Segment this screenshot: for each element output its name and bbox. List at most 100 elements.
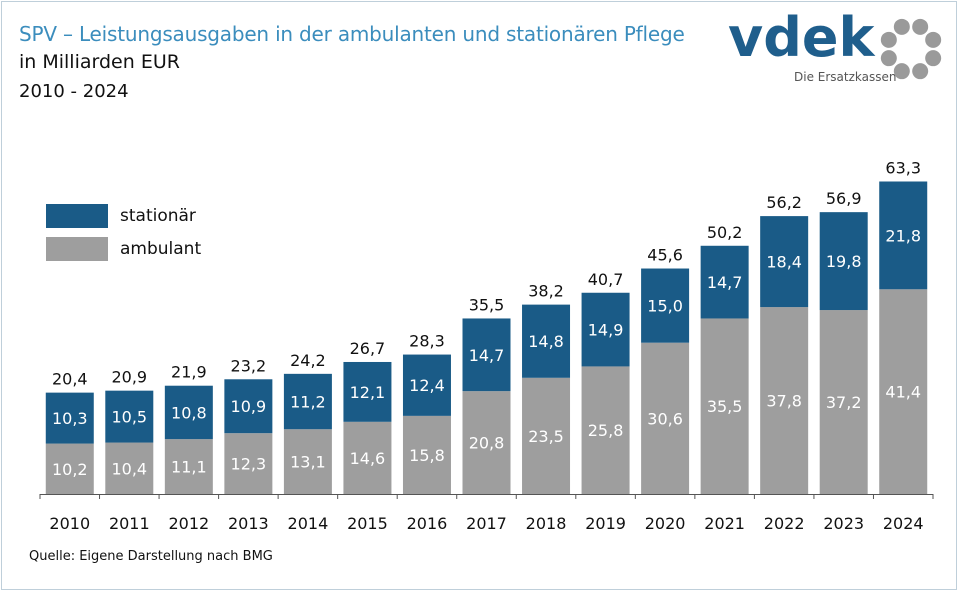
data-label-stationaer: 21,8 bbox=[885, 226, 921, 245]
bar-stationaer bbox=[819, 212, 868, 311]
data-label-ambulant: 10,2 bbox=[52, 460, 88, 479]
data-label-total: 56,2 bbox=[766, 193, 802, 212]
x-tick-label: 2020 bbox=[645, 514, 686, 533]
data-label-stationaer: 10,9 bbox=[231, 397, 267, 416]
bar-ambulant bbox=[343, 421, 392, 494]
legend-swatch-ambulant bbox=[46, 237, 108, 261]
data-label-total: 28,3 bbox=[409, 332, 445, 351]
bar-ambulant bbox=[819, 310, 868, 494]
x-tick-label: 2014 bbox=[288, 514, 329, 533]
data-label-total: 50,2 bbox=[707, 223, 743, 242]
x-tick-label: 2019 bbox=[585, 514, 626, 533]
x-tick-label: 2012 bbox=[168, 514, 209, 533]
bar-stationaer bbox=[105, 390, 154, 443]
bar-ambulant bbox=[581, 366, 630, 494]
bar-ambulant bbox=[164, 439, 213, 494]
bar-ambulant bbox=[522, 377, 571, 494]
data-label-ambulant: 37,8 bbox=[766, 392, 802, 411]
data-label-ambulant: 14,6 bbox=[350, 449, 386, 468]
data-label-ambulant: 23,5 bbox=[528, 427, 564, 446]
data-label-stationaer: 12,1 bbox=[350, 383, 386, 402]
source-note: Quelle: Eigene Darstellung nach BMG bbox=[29, 549, 273, 564]
x-tick-label: 2013 bbox=[228, 514, 269, 533]
data-label-total: 23,2 bbox=[231, 356, 267, 375]
data-label-total: 45,6 bbox=[647, 246, 683, 265]
data-label-stationaer: 10,5 bbox=[111, 408, 147, 427]
data-label-total: 20,4 bbox=[52, 370, 88, 389]
data-label-ambulant: 37,2 bbox=[826, 393, 862, 412]
data-label-stationaer: 10,8 bbox=[171, 403, 207, 422]
logo-ring-dot bbox=[880, 31, 897, 48]
bar-stationaer bbox=[641, 268, 690, 343]
bar-stationaer bbox=[700, 245, 749, 319]
bar-ambulant bbox=[283, 429, 332, 494]
data-label-ambulant: 11,1 bbox=[171, 458, 207, 477]
chart-title: SPV – Leistungsausgaben in der ambulante… bbox=[19, 22, 685, 46]
logo-ring-dot bbox=[925, 31, 942, 48]
data-label-ambulant: 12,3 bbox=[231, 455, 267, 474]
bar-ambulant bbox=[45, 443, 94, 494]
data-label-total: 35,5 bbox=[469, 295, 505, 314]
data-label-stationaer: 15,0 bbox=[647, 297, 683, 316]
bar-ambulant bbox=[224, 433, 273, 494]
x-tick-label: 2017 bbox=[466, 514, 507, 533]
data-label-ambulant: 25,8 bbox=[588, 421, 624, 440]
data-label-stationaer: 14,9 bbox=[588, 321, 624, 340]
data-label-stationaer: 19,8 bbox=[826, 252, 862, 271]
bar-stationaer bbox=[760, 216, 809, 308]
data-label-stationaer: 14,8 bbox=[528, 332, 564, 351]
logo-ring-dot bbox=[880, 50, 897, 67]
data-label-stationaer: 18,4 bbox=[766, 253, 802, 272]
data-label-total: 24,2 bbox=[290, 351, 326, 370]
bar-stationaer bbox=[224, 379, 273, 434]
legend-item-ambulant: ambulant bbox=[46, 237, 201, 261]
legend-swatch-stationaer bbox=[46, 204, 108, 228]
logo-ring-dot bbox=[925, 50, 942, 67]
data-label-total: 56,9 bbox=[826, 189, 862, 208]
x-tick-label: 2022 bbox=[764, 514, 805, 533]
bar-stationaer bbox=[522, 304, 571, 378]
x-tick-label: 2023 bbox=[823, 514, 864, 533]
data-label-stationaer: 14,7 bbox=[707, 273, 743, 292]
bar-stationaer bbox=[879, 181, 928, 290]
data-label-ambulant: 35,5 bbox=[707, 397, 743, 416]
bar-ambulant bbox=[760, 307, 809, 494]
logo-ring-dot bbox=[893, 63, 910, 80]
data-label-total: 20,9 bbox=[111, 368, 147, 387]
logo-ring-dot bbox=[893, 18, 910, 35]
x-tick-label: 2018 bbox=[526, 514, 567, 533]
data-label-ambulant: 20,8 bbox=[469, 434, 505, 453]
data-label-stationaer: 12,4 bbox=[409, 376, 445, 395]
bar-ambulant bbox=[105, 442, 154, 494]
logo-wordmark: vdek bbox=[728, 6, 875, 69]
x-tick-label: 2010 bbox=[49, 514, 90, 533]
x-tick-label: 2015 bbox=[347, 514, 388, 533]
bar-ambulant bbox=[402, 415, 451, 494]
data-label-total: 38,2 bbox=[528, 282, 564, 301]
data-label-ambulant: 13,1 bbox=[290, 453, 326, 472]
chart-period: 2010 - 2024 bbox=[19, 81, 129, 102]
logo-ring-dot bbox=[912, 18, 929, 35]
bar-ambulant bbox=[700, 318, 749, 494]
x-tick-label: 2011 bbox=[109, 514, 150, 533]
x-tick-label: 2024 bbox=[883, 514, 924, 533]
bar-stationaer bbox=[402, 354, 451, 416]
bar-stationaer bbox=[343, 361, 392, 422]
bar-stationaer bbox=[164, 385, 213, 440]
vdek-logo: vdek Die Ersatzkassen bbox=[728, 6, 948, 90]
x-tick-label: 2016 bbox=[407, 514, 448, 533]
bar-ambulant bbox=[879, 289, 928, 494]
data-label-stationaer: 11,2 bbox=[290, 393, 326, 412]
bar-stationaer bbox=[462, 318, 511, 392]
legend-label-stationaer: stationär bbox=[120, 206, 196, 226]
bar-ambulant bbox=[641, 342, 690, 494]
data-label-ambulant: 41,4 bbox=[885, 383, 921, 402]
data-label-stationaer: 10,3 bbox=[52, 409, 88, 428]
logo-ring-dot bbox=[912, 63, 929, 80]
data-label-total: 26,7 bbox=[350, 339, 386, 358]
data-label-ambulant: 15,8 bbox=[409, 446, 445, 465]
bar-stationaer bbox=[45, 392, 94, 444]
legend-label-ambulant: ambulant bbox=[120, 239, 202, 259]
